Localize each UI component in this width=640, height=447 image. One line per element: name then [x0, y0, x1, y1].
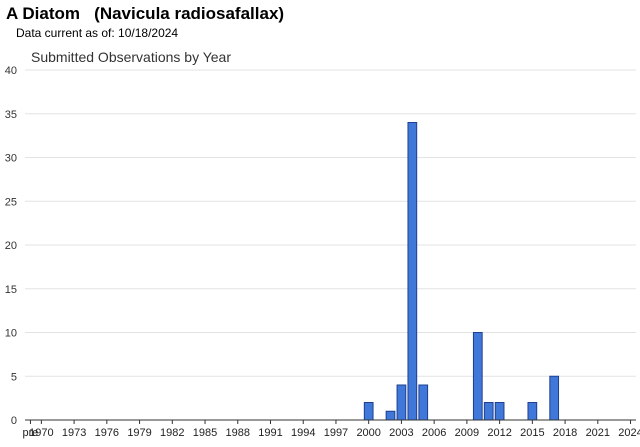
bar-2004	[407, 122, 418, 421]
x-tick-label: 2009	[455, 427, 479, 439]
bar-2000	[363, 402, 374, 421]
y-tick-label: 20	[5, 240, 17, 252]
bars	[363, 122, 560, 421]
species-title: A Diatom (Navicula radiosafallax)	[6, 4, 285, 23]
chart-title: Submitted Observations by Year	[31, 49, 231, 65]
observations-chart: Submitted Observations by Year 0 5 10 15 20 2…	[0, 44, 640, 442]
x-tick-label: 1982	[160, 427, 184, 439]
y-tick-label: 35	[5, 109, 17, 121]
x-tick-label: pre	[23, 427, 39, 439]
y-tick-label: 5	[11, 371, 17, 383]
x-tick-label: 2015	[520, 427, 544, 439]
bar-2003	[396, 384, 407, 421]
x-tick-label: 1988	[226, 427, 250, 439]
x-tick-label: 2012	[487, 427, 511, 439]
x-tick-label: 1991	[258, 427, 282, 439]
bar-2015	[527, 402, 538, 421]
y-tick-label: 15	[5, 284, 17, 296]
data-current-date: Data current as of: 10/18/2024	[16, 26, 179, 40]
x-tick-label: 2024	[618, 427, 640, 439]
bar-2002	[385, 410, 396, 421]
gridlines	[25, 69, 636, 377]
y-tick-label: 30	[5, 153, 17, 165]
x-tick-label: 1973	[62, 427, 86, 439]
y-tick-label: 25	[5, 196, 17, 208]
chart-svg: Submitted Observations by Year 051015202…	[5, 49, 640, 439]
y-tick-label: 40	[5, 65, 17, 77]
x-tick-label: 2003	[389, 427, 413, 439]
bar-2012	[494, 402, 505, 421]
bar-2010	[472, 332, 483, 421]
x-tick-label: 2006	[422, 427, 446, 439]
y-axis-ticks: 0 5 10 15 20 25 30 35 40	[5, 65, 17, 427]
x-tick-label: 1979	[127, 427, 151, 439]
x-tick-label: 2000	[356, 427, 380, 439]
bar-2017	[549, 375, 560, 421]
bar-2011	[483, 402, 494, 421]
x-tick-label: 1976	[95, 427, 119, 439]
x-tick-label: 1994	[291, 427, 315, 439]
x-tick-label: 1997	[324, 427, 348, 439]
x-tick-label: 2018	[553, 427, 577, 439]
page-header: A Diatom (Navicula radiosafallax) Data c…	[6, 4, 626, 40]
bar-2005	[418, 384, 429, 421]
y-tick-label: 0	[11, 415, 17, 427]
x-tick-label: 2021	[586, 427, 610, 439]
x-tick-label: 1970	[29, 427, 53, 439]
x-tick-label: 1985	[193, 427, 217, 439]
y-tick-label: 10	[5, 328, 17, 340]
